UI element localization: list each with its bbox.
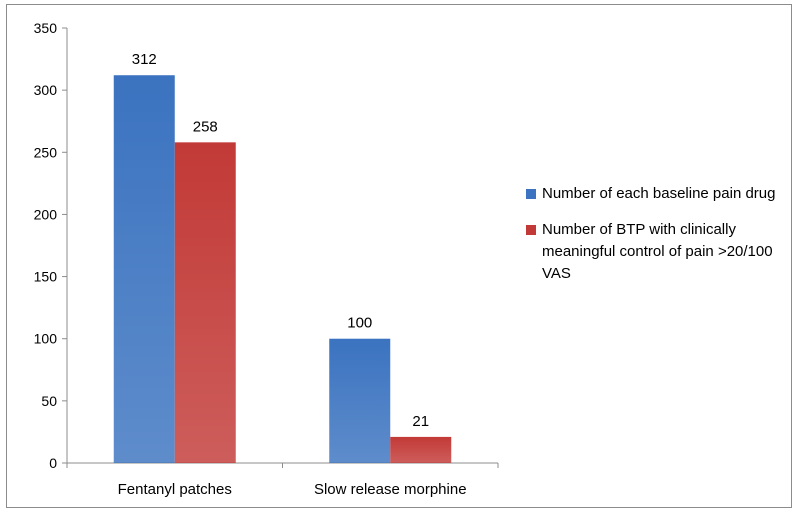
x-category-label: Fentanyl patches xyxy=(118,481,232,498)
y-tick-label: 300 xyxy=(34,82,58,98)
legend-item-baseline: Number of each baseline pain drug xyxy=(526,183,776,205)
legend-label-btp: Number of BTP with clinically meaningful… xyxy=(542,221,773,282)
y-tick-label: 200 xyxy=(34,206,58,222)
data-label: 258 xyxy=(193,118,218,135)
x-category-label: Slow release morphine xyxy=(314,481,467,498)
data-label: 21 xyxy=(412,413,429,430)
y-tick-label: 50 xyxy=(41,393,57,409)
y-tick-label: 0 xyxy=(49,455,57,471)
legend-item-btp: Number of BTP with clinically meaningful… xyxy=(526,219,776,285)
legend: Number of each baseline pain drug Number… xyxy=(526,183,776,299)
y-tick-label: 150 xyxy=(34,269,58,285)
legend-label-baseline: Number of each baseline pain drug xyxy=(542,185,776,202)
bar xyxy=(390,436,452,463)
legend-swatch-btp xyxy=(526,225,536,235)
bar xyxy=(113,75,175,463)
y-tick-label: 350 xyxy=(34,20,58,36)
bar xyxy=(329,338,391,463)
bar xyxy=(174,142,236,464)
legend-swatch-baseline xyxy=(526,189,536,199)
data-label: 312 xyxy=(132,51,157,68)
y-tick-label: 100 xyxy=(34,331,58,347)
data-label: 100 xyxy=(347,315,372,332)
y-tick-label: 250 xyxy=(34,144,58,160)
